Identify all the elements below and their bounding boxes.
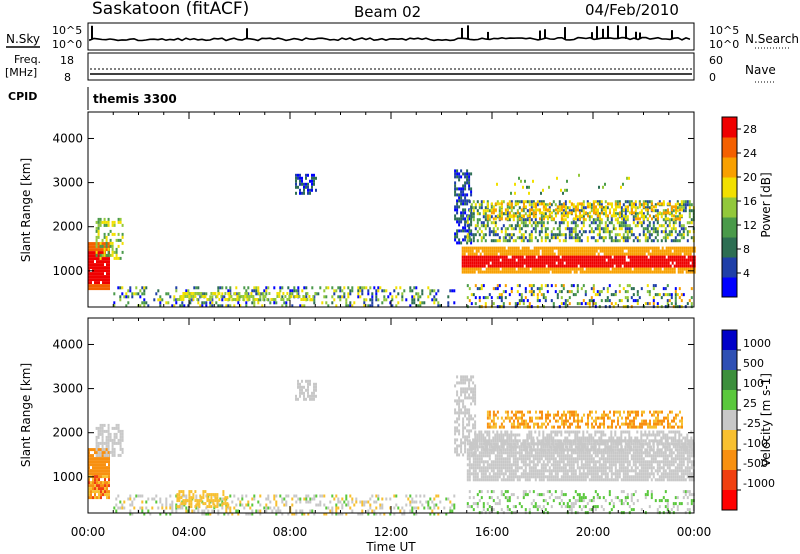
x-tick-label: 04:00 — [172, 525, 207, 539]
colorbar-tick-label: 100 — [743, 377, 764, 390]
velocity-echoes — [88, 375, 695, 516]
velocity-colorbar-label: Velocity [m s-1] — [759, 373, 773, 467]
nave-tick-bottom: 0 — [709, 71, 716, 84]
velocity-axes: 1000 2000 3000 4000 00:00 04:00 08:00 12:00 16:0… — [52, 318, 711, 539]
x-tick-label: 16:00 — [475, 525, 510, 539]
nsearch-tick-bottom: 10^0 — [709, 38, 739, 51]
colorbar-swatch — [722, 390, 737, 411]
colorbar-swatch — [722, 430, 737, 451]
freq-panel: Freq. [MHz] 18 8 60 0 Nave — [5, 52, 776, 84]
x-tick-label: 00:00 — [677, 525, 712, 539]
nave-label: Nave — [745, 63, 776, 77]
freq-label-line1: Freq. — [14, 53, 41, 66]
colorbar-tick-label: 1000 — [743, 337, 771, 350]
time-axis-label: Time UT — [365, 540, 416, 554]
freq-tick-bottom: 8 — [64, 71, 71, 84]
power-echoes — [88, 169, 696, 309]
x-tick-label: 00:00 — [71, 525, 106, 539]
velocity-ylabel: Slant Range [km] — [19, 363, 33, 467]
nsky-panel: N.Sky 10^5 10^0 10^5 10^0 N.Search — [6, 22, 799, 51]
power-axes: 1000 2000 3000 4000 — [52, 112, 695, 307]
velocity-panel: 1000 2000 3000 4000 00:00 04:00 08:00 12:00 16:0… — [19, 317, 711, 554]
colorbar-tick-label: -1000 — [743, 477, 775, 490]
freq-label-line2: [MHz] — [5, 66, 37, 79]
colorbar-swatch — [722, 237, 737, 258]
colorbar-swatch — [722, 257, 737, 278]
colorbar-tick-label: 8 — [743, 243, 750, 256]
colorbar-tick-label: -25 — [743, 417, 761, 430]
beam-title: Beam 02 — [354, 3, 421, 21]
freq-tick-top: 18 — [60, 54, 74, 67]
nsearch-tick-top: 10^5 — [709, 24, 739, 37]
colorbar-swatch — [722, 137, 737, 158]
cpid-panel: CPID themis 3300 — [8, 87, 177, 110]
y-tick-label: 1000 — [52, 264, 83, 278]
x-tick-label: 12:00 — [374, 525, 409, 539]
nsky-tick-bottom: 10^0 — [52, 38, 82, 51]
colorbar-swatch — [722, 217, 737, 238]
y-tick-label: 4000 — [52, 131, 83, 145]
colorbar-tick-label: 500 — [743, 357, 764, 370]
colorbar-tick-label: 24 — [743, 147, 757, 160]
colorbar-tick-label: 25 — [743, 397, 757, 410]
colorbar-tick-label: 20 — [743, 171, 757, 184]
colorbar-swatch — [722, 450, 737, 471]
colorbar-tick-label: 16 — [743, 195, 757, 208]
y-tick-label: 2000 — [52, 426, 83, 440]
y-tick-label: 3000 — [52, 176, 83, 190]
nsearch-label: N.Search — [745, 32, 799, 46]
nsky-trace — [89, 25, 691, 42]
colorbar-swatch — [722, 177, 737, 198]
y-tick-label: 2000 — [52, 220, 83, 234]
colorbar-tick-label: -500 — [743, 457, 768, 470]
power-ylabel: Slant Range [km] — [19, 158, 33, 262]
colorbar-swatch — [722, 197, 737, 218]
x-tick-label: 08:00 — [273, 525, 308, 539]
colorbar-swatch — [722, 410, 737, 431]
colorbar-swatch — [722, 277, 737, 298]
y-tick-label: 3000 — [52, 382, 83, 396]
colorbar-swatch — [722, 350, 737, 371]
x-tick-label: 20:00 — [576, 525, 611, 539]
colorbar-swatch — [722, 490, 737, 511]
colorbar-swatch — [722, 370, 737, 391]
colorbar-swatch — [722, 117, 737, 138]
colorbar-swatch — [722, 157, 737, 178]
colorbar-swatch — [722, 470, 737, 491]
colorbar-tick-label: -100 — [743, 437, 768, 450]
velocity-colorbar: 1000 500 100 25 -25 -100 -500 -1000 Velocity [m… — [721, 329, 775, 511]
cpid-value: themis 3300 — [93, 92, 177, 106]
colorbar-tick-label: 28 — [743, 123, 757, 136]
nsky-label: N.Sky — [6, 32, 40, 46]
cpid-label: CPID — [8, 90, 37, 103]
colorbar-tick-label: 4 — [743, 267, 750, 280]
power-colorbar: 4 8 12 16 20 24 28 Power [dB] — [721, 116, 773, 298]
station-title: Saskatoon (fitACF) — [92, 0, 249, 19]
colorbar-tick-label: 12 — [743, 219, 757, 232]
power-colorbar-label: Power [dB] — [759, 172, 773, 237]
date-title: 04/Feb/2010 — [585, 1, 679, 19]
y-tick-label: 4000 — [52, 337, 83, 351]
colorbar-swatch — [722, 330, 737, 351]
nsky-tick-top: 10^5 — [52, 24, 82, 37]
power-panel: 1000 2000 3000 4000 Slant Range [km] — [19, 111, 696, 309]
nave-tick-top: 60 — [709, 54, 723, 67]
y-tick-label: 1000 — [52, 470, 83, 484]
